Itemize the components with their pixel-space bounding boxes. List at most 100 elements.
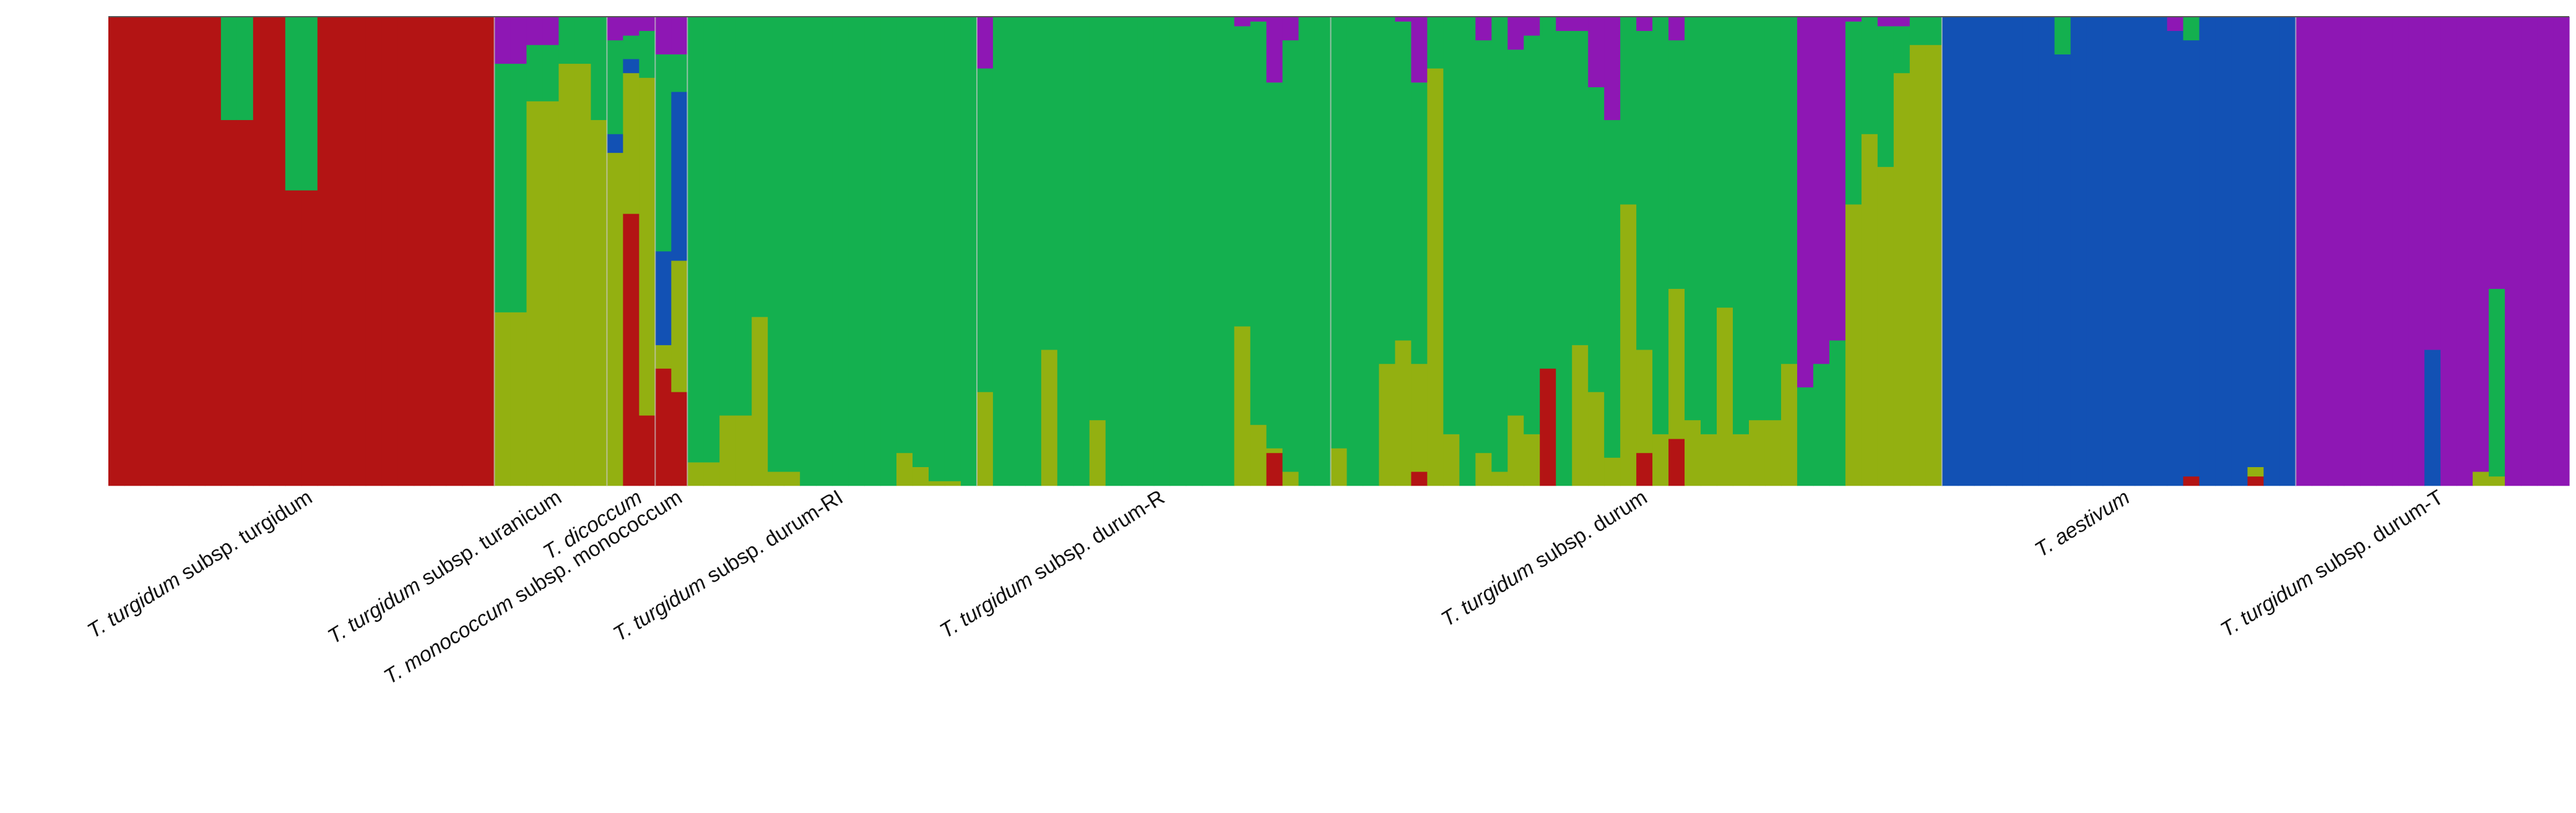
- bar-segment-c2-g5-i15: [1218, 17, 1235, 486]
- bar-segment-c3-g6-i6: [1427, 68, 1444, 486]
- bar-segment-c2-g6-i10: [1491, 17, 1508, 472]
- bar-segment-c4-g7-i5: [2022, 17, 2039, 486]
- bar-segment-c1-g0-i13: [317, 17, 334, 486]
- bar-segment-c2-g6-i26: [1749, 17, 1766, 421]
- bar-segment-c3-g4-i16: [944, 481, 961, 486]
- bar-segment-c2-g5-i8: [1105, 17, 1122, 486]
- bar-segment-c5-g5-i18: [1266, 17, 1283, 83]
- bar-segment-c2-g1-i1: [510, 63, 527, 312]
- bar-segment-c1-g3-i0: [655, 368, 672, 486]
- bar-segment-c2-g5-i6: [1073, 17, 1090, 486]
- bar-segment-c2-g4-i15: [929, 17, 945, 481]
- bar-segment-c2-g4-i9: [832, 17, 849, 486]
- group-label-subspecies: subsp. durum-RI: [698, 486, 847, 591]
- bar-segment-c5-g8-i1: [2312, 17, 2328, 486]
- bar-segment-c1-g6-i13: [1540, 368, 1556, 486]
- bar-segment-c1-g6-i21: [1668, 439, 1685, 486]
- bar-area: [108, 17, 2570, 486]
- bar-segment-c5-g6-i30: [1813, 17, 1830, 364]
- bar-segment-c5-g8-i2: [2328, 17, 2344, 486]
- bar-segment-c1-g0-i10: [269, 17, 286, 486]
- bar-segment-c3-g4-i13: [896, 452, 913, 486]
- bar-segment-c3-g6-i23: [1701, 434, 1717, 486]
- bar-segment-c3-g1-i6: [591, 119, 607, 486]
- bar-segment-c3-g6-i18: [1620, 204, 1637, 486]
- bar-segment-c5-g5-i17: [1250, 17, 1267, 22]
- bar-segment-c4-g7-i17: [2215, 17, 2232, 486]
- bar-segment-c2-g4-i11: [864, 17, 881, 486]
- bar-segment-c2-g5-i5: [1057, 17, 1074, 486]
- bar-segment-c2-g4-i4: [752, 17, 768, 317]
- bar-segment-c1-g0-i0: [108, 17, 125, 486]
- bar-segment-c4-g7-i2: [1974, 17, 1991, 486]
- bar-segment-c2-g5-i20: [1298, 17, 1316, 486]
- group-label: T. aestivum: [2031, 486, 2134, 562]
- bar-segment-c4-g3-i0: [655, 251, 672, 345]
- bar-segment-c3-g4-i4: [752, 317, 768, 486]
- bar-segment-c3-g6-i27: [1764, 419, 1782, 486]
- bar-segment-c2-g5-i4: [1041, 17, 1058, 350]
- bar-segment-c5-g8-i11: [2473, 17, 2489, 472]
- bar-segment-c5-g6-i15: [1572, 17, 1589, 32]
- bar-segment-c3-g6-i25: [1733, 434, 1750, 486]
- bar-segment-c2-g6-i5: [1411, 82, 1428, 364]
- group-label-species: T. aestivum: [2031, 486, 2134, 562]
- bar-segment-c2-g6-i31: [1829, 340, 1846, 486]
- bar-segment-c3-g5-i7: [1089, 419, 1106, 486]
- bar-segment-c3-g8-i11: [2473, 471, 2489, 486]
- bar-segment-c5-g2-i0: [607, 17, 623, 41]
- bar-segment-c3-g6-i0: [1330, 448, 1348, 486]
- bar-segment-c2-g6-i29: [1797, 387, 1814, 486]
- bar-segment-c2-g1-i0: [494, 63, 511, 312]
- bar-segment-c3-g3-i0: [655, 345, 672, 369]
- bar-segment-c2-g4-i14: [913, 17, 929, 467]
- bar-segment-c2-g6-i18: [1620, 17, 1637, 205]
- bar-segment-c4-g7-i10: [2102, 17, 2120, 486]
- bar-segment-c2-g6-i20: [1652, 17, 1669, 434]
- bar-segment-c5-g8-i8: [2424, 17, 2441, 350]
- bar-segment-c2-g6-i7: [1443, 17, 1460, 434]
- bar-segment-c3-g6-i35: [1893, 72, 1910, 486]
- bar-segment-c5-g8-i0: [2296, 17, 2312, 486]
- bar-segment-c5-g6-i31: [1829, 17, 1846, 341]
- bar-segment-c5-g5-i19: [1282, 17, 1299, 41]
- bar-segment-c1-g3-i1: [671, 392, 688, 486]
- bar-segment-c2-g4-i8: [816, 17, 833, 486]
- bar-segment-c2-g6-i36: [1909, 17, 1927, 45]
- bar-segment-c1-g0-i5: [188, 17, 206, 486]
- bar-segment-c2-g1-i5: [575, 17, 592, 64]
- bar-segment-c5-g8-i4: [2360, 17, 2377, 486]
- group-label-subspecies: subsp. turgidum: [172, 486, 316, 588]
- bar-segment-c4-g7-i8: [2070, 17, 2088, 486]
- bar-segment-c2-g1-i2: [526, 45, 544, 101]
- bar-segment-c3-g6-i28: [1780, 363, 1798, 486]
- bar-segment-c5-g6-i12: [1524, 17, 1540, 36]
- bar-segment-c5-g8-i15: [2537, 17, 2554, 486]
- bar-segment-c2-g6-i13: [1540, 17, 1556, 369]
- bar-segment-c5-g8-i16: [2553, 17, 2570, 486]
- bar-segment-c3-g6-i32: [1845, 204, 1862, 486]
- bar-segment-c4-g7-i6: [2038, 17, 2055, 486]
- bar-segment-c5-g2-i1: [623, 17, 640, 36]
- bar-segment-c2-g4-i5: [768, 17, 784, 472]
- bar-segment-c5-g6-i17: [1604, 17, 1621, 121]
- bar-segment-c4-g7-i16: [2199, 17, 2216, 486]
- bar-segment-c2-g6-i34: [1877, 26, 1894, 167]
- bar-segment-c4-g7-i19: [2247, 17, 2264, 467]
- group-separators: [108, 16, 2569, 486]
- bar-segment-c3-g6-i36: [1909, 45, 1927, 486]
- bar-segment-c3-g6-i16: [1588, 392, 1605, 486]
- group-label-species: T. turgidum: [935, 568, 1036, 643]
- group-label-subspecies: subsp. durum-T: [2305, 486, 2447, 587]
- bar-segment-c1-g0-i11: [285, 190, 302, 486]
- bar-segment-c1-g0-i18: [397, 17, 415, 486]
- bar-segment-c4-g2-i1: [623, 59, 640, 74]
- bar-segment-c3-g6-i22: [1685, 419, 1701, 486]
- bar-segment-c1-g0-i16: [365, 17, 383, 486]
- bar-segment-c2-g6-i3: [1379, 17, 1396, 364]
- bar-segment-c4-g2-i0: [607, 134, 623, 153]
- bar-segment-c2-g1-i3: [542, 45, 560, 101]
- bar-segment-c1-g0-i6: [204, 17, 222, 486]
- bar-segment-c2-g4-i10: [848, 17, 865, 486]
